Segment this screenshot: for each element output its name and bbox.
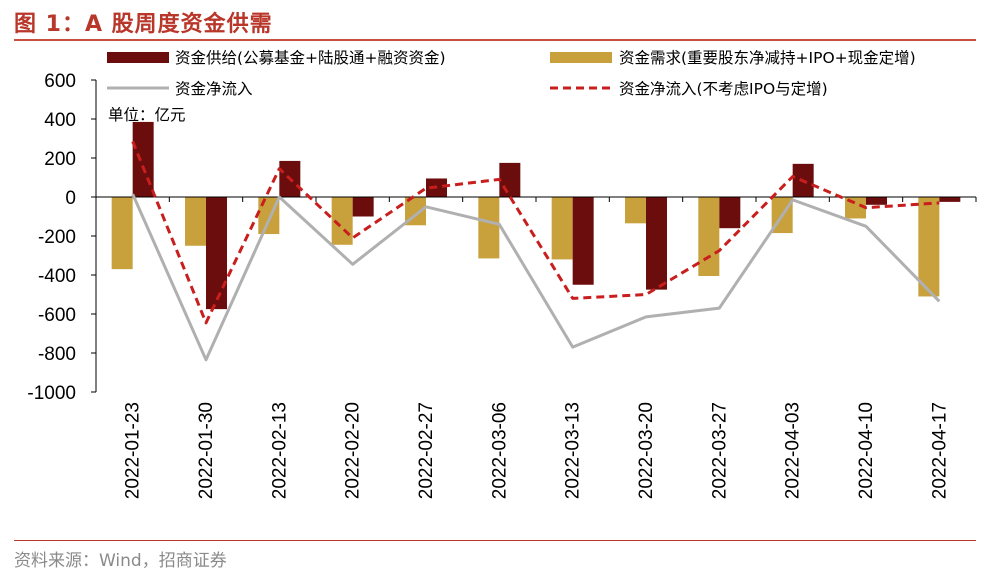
legend-label-supply: 资金供给(公募基金+陆股通+融资资金): [175, 49, 446, 67]
y-tick-label: -800: [38, 344, 76, 365]
x-tick-label: 2022-02-13: [269, 402, 290, 499]
demand-bar: [478, 197, 500, 259]
supply-bar: [499, 162, 521, 197]
demand-bar: [551, 197, 573, 260]
demand-bar: [185, 197, 206, 246]
x-tick-label: 2022-02-20: [343, 402, 364, 499]
supply-bar: [719, 197, 741, 229]
supply-bar: [866, 197, 887, 205]
unit-label: 单位：亿元: [108, 106, 186, 124]
y-tick-label: -400: [38, 266, 76, 287]
x-tick-label: 2022-01-23: [123, 402, 144, 499]
y-axis: 600 400 200 0 -200 -400 -600 -800 -1000: [27, 71, 97, 404]
figure-title: 图 1：A 股周度资金供需: [14, 12, 273, 37]
source-note: 资料来源：Wind，招商证券: [14, 551, 227, 571]
net-inflow-line: [131, 193, 941, 362]
x-tick-label: 2022-03-20: [636, 402, 657, 499]
x-tick-label: 2022-03-06: [489, 402, 510, 499]
supply-bar: [352, 197, 374, 217]
x-tick-label: 2022-04-10: [856, 402, 877, 499]
y-tick-label: 200: [44, 149, 76, 170]
x-tick-label: 2022-04-17: [929, 402, 950, 499]
x-tick-label: 2022-01-30: [196, 402, 217, 499]
supply-bar: [646, 197, 667, 290]
net-inflow-ex-ipo-line: [131, 140, 940, 325]
title-divider: [14, 39, 976, 41]
legend-label-demand: 资金需求(重要股东净减持+IPO+现金定增): [619, 49, 916, 67]
demand-bar: [698, 197, 720, 276]
x-tick-label: 2022-03-27: [709, 402, 730, 499]
source-divider: [14, 540, 976, 541]
supply-bar: [939, 197, 961, 202]
x-tick-label: 2022-03-13: [563, 402, 584, 499]
lines-group: [131, 140, 941, 362]
y-tick-label: 400: [44, 110, 76, 131]
y-tick-label: -1000: [27, 383, 76, 404]
legend-swatch-demand: [550, 52, 612, 63]
legend-label-net: 资金净流入: [175, 80, 253, 98]
legend-swatch-supply: [107, 52, 169, 63]
supply-bar: [572, 197, 594, 285]
y-tick-label: -600: [38, 305, 76, 326]
x-axis: 2022-01-23 2022-01-30 2022-02-13 2022-02-20…: [95, 196, 977, 499]
legend-label-net-ex: 资金净流入(不考虑IPO与定增): [619, 80, 828, 98]
y-tick-label: -200: [38, 227, 76, 248]
y-tick-label: 600: [44, 71, 76, 92]
demand-bar: [918, 197, 940, 297]
supply-bar: [206, 197, 227, 310]
demand-bar: [111, 197, 133, 270]
demand-bar: [625, 197, 646, 224]
y-tick-label: 0: [65, 188, 76, 209]
x-tick-label: 2022-04-03: [783, 402, 804, 499]
supply-bar: [132, 121, 154, 197]
legend: 资金供给(公募基金+陆股通+融资资金) 资金需求(重要股东净减持+IPO+现金定…: [107, 49, 916, 98]
x-tick-label: 2022-02-27: [416, 402, 437, 499]
